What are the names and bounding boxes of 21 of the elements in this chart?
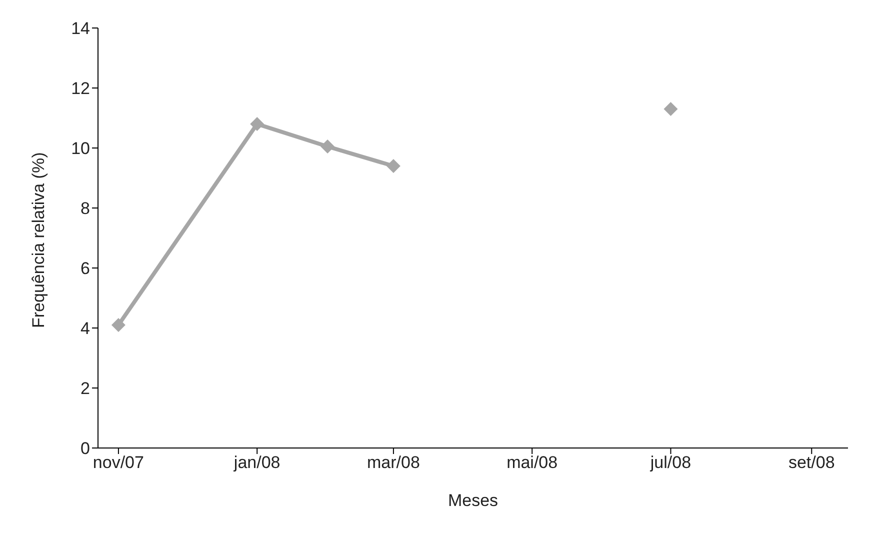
point [664, 102, 678, 116]
y-tick-label: 2 [80, 379, 90, 398]
y-tick-label: 8 [80, 199, 90, 218]
point [320, 140, 335, 154]
x-tick-label: jul/08 [649, 453, 692, 472]
x-tick-label: nov/07 [92, 453, 144, 472]
point [386, 159, 400, 173]
x-tick-label: mai/08 [506, 453, 558, 472]
y-tick-label: 0 [80, 439, 90, 458]
y-tick-label: 14 [71, 19, 90, 38]
point [250, 117, 264, 131]
y-tick-label: 6 [80, 259, 90, 278]
x-tick-label: set/08 [788, 453, 835, 472]
y-tick-label: 4 [80, 319, 90, 338]
y-tick-label: 12 [71, 79, 90, 98]
x-axis-title: Meses [448, 491, 498, 510]
y-axis-title: Frequência relativa (%) [29, 152, 48, 328]
point [111, 318, 126, 332]
x-tick-label: jan/08 [232, 453, 280, 472]
y-tick-label: 10 [71, 139, 90, 158]
x-tick-label: mar/08 [366, 453, 420, 472]
